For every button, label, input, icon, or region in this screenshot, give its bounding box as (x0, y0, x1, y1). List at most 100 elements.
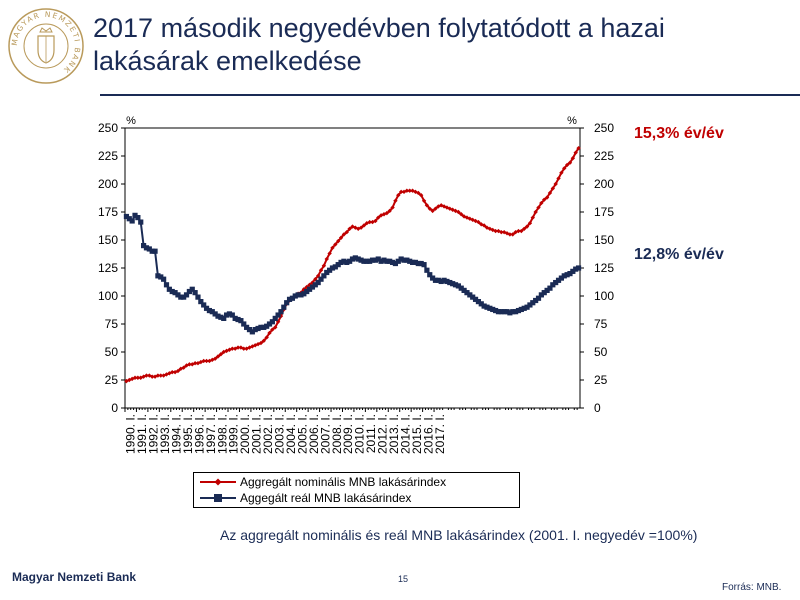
x-tick-label: 2000. I. (238, 414, 252, 454)
real-point (275, 312, 281, 318)
nominal-point (416, 190, 421, 196)
real-point (452, 282, 459, 288)
nominal-point (430, 208, 435, 214)
nominal-point (187, 362, 192, 367)
x-tick-label: 2013. I. (387, 414, 401, 454)
title-divider (100, 94, 800, 96)
x-tick-label: 2014. I. (398, 414, 412, 454)
nominal-point (504, 231, 510, 236)
nominal-point (135, 375, 141, 380)
real-point (335, 262, 341, 268)
real-point (252, 327, 258, 333)
real-point (570, 268, 576, 274)
nominal-point (367, 219, 372, 225)
real-point (372, 257, 378, 263)
real-point (415, 260, 421, 267)
real-point (441, 277, 447, 283)
real-point (324, 269, 330, 276)
real-point (507, 310, 513, 316)
real-point (149, 248, 155, 254)
real-point (169, 288, 175, 295)
real-point (470, 294, 476, 300)
real-point (295, 292, 301, 298)
real-point (161, 276, 167, 282)
real-point (264, 323, 270, 329)
real-point (332, 264, 338, 270)
left-tick-label: 175 (98, 205, 118, 219)
nominal-point (393, 198, 398, 203)
real-point (198, 299, 204, 305)
real-point (298, 292, 304, 298)
legend-label-real: Aggegált reál MNB lakásárindex (240, 491, 412, 505)
x-tick-label: 1996. I. (192, 414, 206, 454)
real-point (438, 278, 444, 285)
x-tick-label: 2001. I. (250, 414, 264, 454)
real-point (495, 309, 502, 315)
real-point (547, 285, 553, 291)
real-point (175, 292, 181, 298)
left-tick-label: 0 (111, 401, 118, 415)
left-tick-label: 200 (98, 177, 118, 191)
real-point (387, 258, 393, 264)
nominal-point (324, 256, 329, 262)
real-point (192, 290, 198, 296)
nominal-point (335, 238, 341, 244)
right-tick-label: 75 (594, 317, 608, 331)
real-point (206, 307, 213, 314)
real-point (281, 304, 287, 310)
source-note: Forrás: MNB. (722, 582, 782, 593)
x-tick-label: 2009. I. (341, 414, 355, 454)
nominal-point (459, 212, 464, 217)
real-point (555, 277, 562, 283)
nominal-point (347, 226, 352, 231)
real-point (455, 283, 461, 289)
legend-marker-real (200, 494, 236, 502)
real-point (550, 282, 556, 288)
real-point (530, 300, 536, 306)
nominal-point (221, 349, 226, 355)
real-point (349, 256, 356, 262)
real-point (258, 324, 264, 330)
real-point (166, 286, 172, 292)
real-point (504, 309, 510, 315)
nominal-point (481, 223, 487, 228)
nominal-point (516, 228, 521, 234)
nominal-point (170, 369, 175, 375)
real-point (123, 213, 130, 220)
nominal-point (519, 228, 524, 234)
nominal-point (321, 263, 327, 268)
nominal-point (241, 346, 246, 351)
real-point (409, 259, 416, 265)
x-tick-label: 2004. I. (284, 414, 298, 454)
left-tick-label: 50 (105, 345, 119, 359)
real-point (527, 302, 533, 308)
real-point (338, 259, 344, 265)
nominal-point (513, 229, 518, 235)
real-point (481, 303, 487, 309)
nominal-point (530, 215, 535, 220)
nominal-point (396, 193, 401, 198)
real-point (321, 273, 327, 279)
x-tick-label: 2015. I. (410, 414, 424, 454)
right-tick-label: 200 (594, 177, 614, 191)
real-point (544, 287, 550, 293)
real-point (498, 309, 504, 315)
real-point (266, 321, 273, 327)
nominal-point (510, 232, 515, 237)
right-tick-label: 150 (594, 233, 614, 247)
real-point (269, 319, 275, 325)
right-axis-unit: % (567, 115, 577, 127)
real-point (553, 279, 559, 286)
right-tick-label: 250 (594, 121, 614, 135)
nominal-point (404, 188, 410, 193)
real-point (135, 215, 141, 221)
nominal-point (542, 197, 547, 202)
nominal-point (158, 373, 163, 378)
real-point (181, 294, 187, 300)
nominal-point (341, 232, 347, 237)
real-point (427, 272, 433, 278)
right-tick-label: 0 (594, 401, 601, 415)
nominal-point (539, 200, 544, 206)
x-tick-label: 1999. I. (227, 414, 241, 454)
nominal-point (390, 205, 395, 210)
